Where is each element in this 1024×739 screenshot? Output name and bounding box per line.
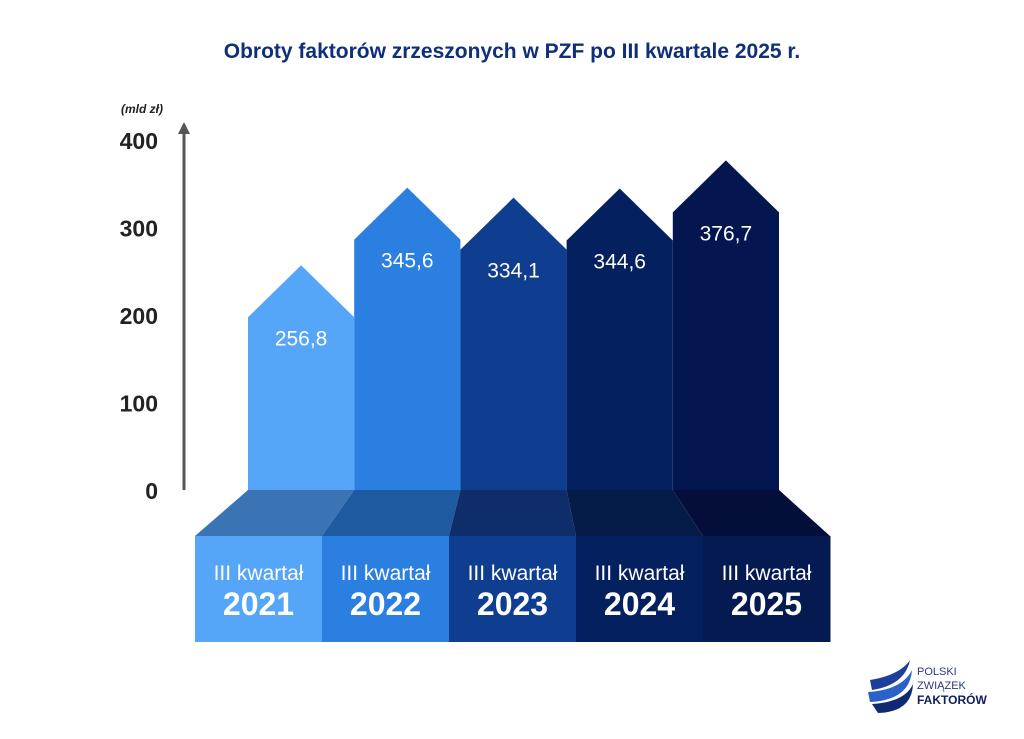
category-year-label: 2025 [731, 586, 802, 622]
value-label: 334,1 [487, 260, 540, 283]
category-year-label: 2024 [604, 586, 675, 622]
value-label: 256,8 [275, 327, 328, 350]
bar-2024 [566, 188, 673, 490]
logo-line1: POLSKI [917, 666, 957, 678]
category-year-label: 2023 [477, 586, 548, 622]
category-quarter-label: III kwartał [722, 562, 812, 585]
bar-2021 [248, 265, 355, 490]
category-year-label: 2021 [223, 586, 294, 622]
pzf-logo: POLSKI ZWIĄZEK FAKTORÓW [868, 660, 987, 713]
base-top-2025 [672, 490, 830, 536]
category-year-label: 2022 [350, 586, 421, 622]
y-axis-unit: (mld zł) [121, 102, 163, 116]
logo-line3: FAKTORÓW [917, 692, 987, 707]
bar-2025 [672, 160, 779, 490]
y-tick-label: 200 [120, 303, 158, 329]
bar-2023 [460, 197, 567, 490]
base-top-2022 [322, 490, 461, 536]
value-label: 345,6 [381, 250, 434, 273]
value-label: 376,7 [700, 222, 753, 245]
category-quarter-label: III kwartał [341, 562, 431, 585]
category-quarter-label: III kwartał [595, 562, 685, 585]
y-tick-label: 400 [120, 128, 158, 154]
y-tick-label: 0 [145, 478, 158, 504]
bar-2022 [354, 187, 461, 490]
y-tick-label: 300 [120, 216, 158, 242]
y-axis-arrow-icon [178, 122, 190, 134]
chart-title: Obroty faktorów zrzeszonych w PZF po III… [224, 40, 801, 63]
base-front-2022 [322, 536, 450, 642]
y-tick-label: 100 [120, 391, 158, 417]
base-front-2025 [703, 536, 831, 642]
base-front-2023 [449, 536, 577, 642]
base-top-2024 [566, 490, 703, 536]
logo-line2: ZWIĄZEK [917, 680, 967, 692]
base-top-2023 [449, 490, 576, 536]
category-quarter-label: III kwartał [468, 562, 558, 585]
category-quarter-label: III kwartał [214, 562, 304, 585]
base-front-2024 [576, 536, 704, 642]
value-label: 344,6 [593, 250, 646, 273]
base-top-2021 [195, 490, 355, 536]
base-front-2021 [195, 536, 323, 642]
